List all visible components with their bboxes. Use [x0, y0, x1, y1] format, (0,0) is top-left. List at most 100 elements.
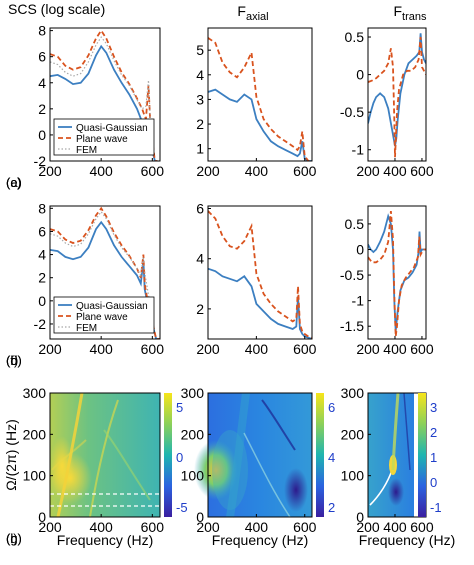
plot-area: [208, 37, 312, 161]
x-tick-label: 600: [293, 519, 317, 535]
colorbar-tick-label: -5: [176, 500, 188, 515]
y-tick-label: 100: [341, 468, 365, 484]
x-tick-label: 200: [38, 341, 62, 357]
colorbar-tick-label: 4: [328, 450, 335, 465]
axes-frame: [367, 27, 427, 162]
x-tick-label: 200: [38, 519, 62, 535]
heatmap-h: [194, 392, 312, 518]
colorbar-tick-label: 3: [430, 400, 437, 415]
y-tick-label: 100: [23, 468, 47, 484]
x-tick-label: 400: [89, 163, 113, 179]
x-tick-label: 600: [293, 163, 317, 179]
col1-title: SCS (log scale): [8, 1, 105, 17]
col2-title: Faxial: [237, 3, 268, 23]
y-tick-label: 2: [196, 116, 204, 132]
y-tick-label: 1: [196, 141, 204, 157]
y-tick-label: 4: [196, 67, 204, 83]
x-axis-label: Frequency (Hz): [359, 532, 455, 548]
series-quasi-gaussian: [208, 267, 312, 339]
panel-label: (c): [6, 175, 21, 190]
legend-label: Plane wave: [76, 134, 128, 145]
heatmap-g: [48, 392, 160, 518]
panel-label: (i): [6, 531, 18, 546]
y-tick-label: 0: [356, 509, 364, 525]
panel-label: (e): [6, 175, 22, 190]
y-tick-label: 8: [38, 23, 46, 39]
col3-title: Ftrans: [393, 3, 427, 23]
y-tick-label: 6: [38, 223, 46, 239]
x-tick-label: 400: [245, 519, 269, 535]
legend-label: Quasi-Gaussian: [76, 301, 148, 312]
series-plane-wave: [368, 211, 426, 337]
x-tick-label: 600: [141, 341, 165, 357]
series-plane-wave: [208, 37, 312, 161]
colorbar-tick-label: 0: [430, 475, 437, 490]
y-tick-label: 300: [181, 385, 205, 401]
y-tick-label: 200: [341, 426, 365, 442]
panel-label: (b): [6, 353, 22, 368]
x-tick-label: 200: [356, 341, 380, 357]
y-tick-label: 2: [38, 101, 46, 117]
x-tick-label: 200: [38, 163, 62, 179]
x-tick-label: 200: [196, 163, 220, 179]
panel-g: 200 400 600 0 100 200 300 (g) Frequency (Hz) Ω/(2…: [3, 385, 188, 548]
y-tick-label: 4: [38, 75, 46, 91]
y-tick-label: 2: [196, 301, 204, 317]
series-quasi-gaussian: [208, 88, 312, 161]
y-tick-label: 0: [196, 509, 204, 525]
axes-frame: [49, 392, 161, 518]
x-axis-label: Frequency (Hz): [212, 532, 308, 548]
x-tick-label: 400: [245, 163, 269, 179]
x-tick-label: 600: [141, 519, 165, 535]
panel-label: (a): [6, 175, 22, 190]
y-tick-label: 3: [196, 91, 204, 107]
x-tick-label: 600: [293, 341, 317, 357]
y-tick-label: 8: [38, 200, 46, 216]
legend-label: Quasi-Gaussian: [76, 123, 148, 134]
x-tick-label: 600: [141, 163, 165, 179]
panel-f: 200 400 600-1.5-1-0.500.5(f): [6, 205, 434, 368]
x-axis-label: Frequency (Hz): [57, 532, 153, 548]
panel-h: 200 400 600 0 100 200 300 (h) Frequency (Hz) 6 4 2: [6, 385, 335, 548]
colorbar-tick-label: 5: [176, 400, 183, 415]
legend-label: FEM: [76, 323, 97, 334]
y-tick-label: 200: [23, 426, 47, 442]
plot-area: [208, 210, 312, 339]
x-tick-label: 600: [410, 341, 434, 357]
plot-area: [368, 211, 426, 337]
legend-label: Plane wave: [76, 312, 128, 323]
legend-box: [53, 296, 155, 334]
x-tick-label: 200: [196, 519, 220, 535]
plot-area: [368, 33, 426, 158]
colorbar-i: [418, 393, 426, 517]
y-tick-label: -2: [34, 153, 47, 169]
series-quasi-gaussian: [368, 213, 426, 332]
axes-frame: [49, 27, 161, 162]
x-tick-label: 600: [410, 163, 434, 179]
y-tick-label: 0: [356, 67, 364, 83]
y-tick-label: -2: [34, 316, 47, 332]
y-tick-label: 200: [181, 426, 205, 442]
heatmap-i: [368, 392, 414, 517]
panel-label: (f): [6, 353, 18, 368]
x-tick-label: 400: [245, 341, 269, 357]
y-tick-label: 2: [38, 270, 46, 286]
y-tick-label: 0.5: [345, 216, 365, 232]
colorbar-tick-label: 2: [430, 425, 437, 440]
x-tick-label: 400: [383, 163, 407, 179]
y-tick-label: 0: [356, 241, 364, 257]
series-fem: [50, 210, 153, 313]
colorbar-h: [316, 393, 324, 517]
axes-frame: [207, 27, 313, 162]
x-tick-label: 400: [383, 341, 407, 357]
y-tick-label: 300: [23, 385, 47, 401]
axes-frame: [367, 205, 427, 340]
colorbar-tick-label: 1: [430, 450, 437, 465]
panel-label: (d): [6, 353, 22, 368]
axes-frame: [207, 392, 313, 518]
